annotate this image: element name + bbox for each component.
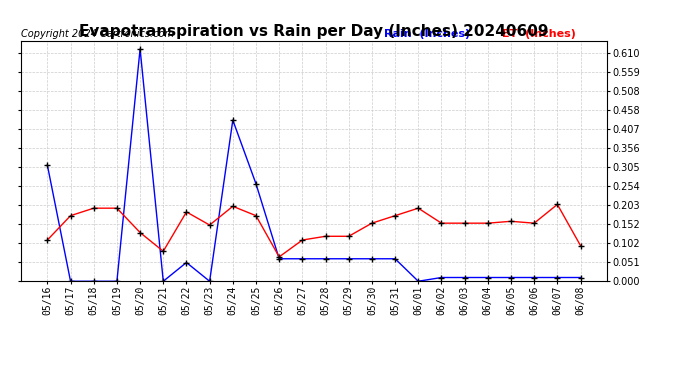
ET  (Inches) [66,213,75,218]
Line: Rain  (Inches): Rain (Inches) [44,45,584,285]
ET  (Inches) [344,234,353,238]
Rain  (Inches) [322,256,330,261]
Rain  (Inches) [136,46,144,51]
Rain  (Inches) [66,279,75,284]
Rain  (Inches) [182,260,190,265]
ET  (Inches) [159,249,168,254]
Rain  (Inches) [484,275,492,280]
ET  (Inches) [484,221,492,225]
Rain  (Inches) [437,275,446,280]
Rain  (Inches) [275,256,284,261]
Text: Copyright 2024 Cartronics.com: Copyright 2024 Cartronics.com [21,29,174,39]
ET  (Inches) [182,210,190,214]
Rain  (Inches) [507,275,515,280]
ET  (Inches) [228,204,237,209]
ET  (Inches) [414,206,422,210]
Rain  (Inches) [252,182,260,186]
Rain  (Inches) [344,256,353,261]
ET  (Inches) [275,255,284,259]
ET  (Inches) [576,243,584,248]
Rain  (Inches) [576,275,584,280]
ET  (Inches) [43,238,52,242]
Rain  (Inches) [228,118,237,122]
ET  (Inches) [507,219,515,224]
Rain  (Inches) [112,279,121,284]
Title: Evapotranspiration vs Rain per Day (Inches) 20240609: Evapotranspiration vs Rain per Day (Inch… [79,24,549,39]
ET  (Inches) [90,206,98,210]
ET  (Inches) [298,238,306,242]
ET  (Inches) [112,206,121,210]
Text: ET  (Inches): ET (Inches) [502,29,575,39]
Rain  (Inches) [530,275,538,280]
Rain  (Inches) [90,279,98,284]
Rain  (Inches) [553,275,562,280]
Rain  (Inches) [391,256,400,261]
Rain  (Inches) [206,279,214,284]
ET  (Inches) [460,221,469,225]
ET  (Inches) [391,213,400,218]
ET  (Inches) [553,202,562,207]
ET  (Inches) [437,221,446,225]
ET  (Inches) [252,213,260,218]
ET  (Inches) [530,221,538,225]
Rain  (Inches) [43,163,52,167]
Line: ET  (Inches): ET (Inches) [44,201,584,260]
Rain  (Inches) [298,256,306,261]
Rain  (Inches) [368,256,376,261]
Rain  (Inches) [460,275,469,280]
ET  (Inches) [206,223,214,227]
Rain  (Inches) [414,279,422,284]
ET  (Inches) [368,221,376,225]
Text: Rain  (Inches): Rain (Inches) [384,29,471,39]
ET  (Inches) [322,234,330,238]
Rain  (Inches) [159,279,168,284]
ET  (Inches) [136,230,144,235]
